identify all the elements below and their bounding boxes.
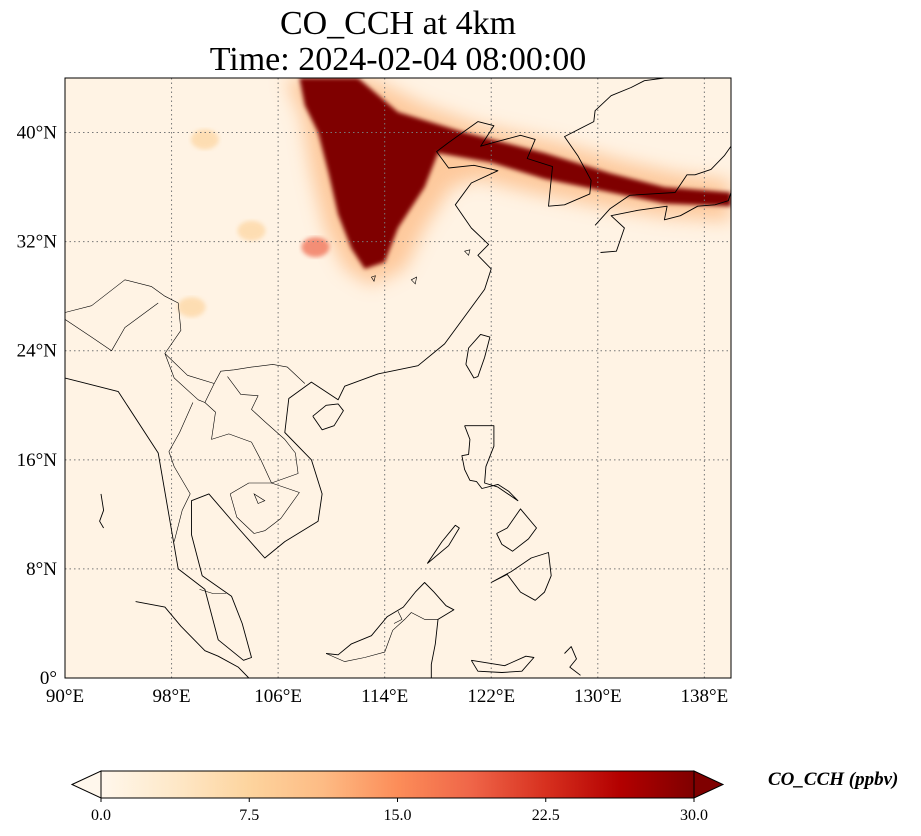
lat-tick-label: 0°	[40, 668, 57, 689]
plume-core	[299, 78, 731, 269]
country-border	[325, 612, 438, 662]
colorbar-tick-label: 30.0	[680, 807, 708, 824]
country-border	[164, 353, 215, 403]
coastline-sulawesi	[470, 655, 535, 673]
coastline-andaman	[99, 493, 105, 529]
lake-outline	[253, 493, 266, 504]
plume-patch	[301, 237, 330, 258]
country-border	[168, 402, 194, 452]
coastline-mindanao	[490, 552, 552, 601]
colorbar-tick-label: 15.0	[384, 807, 412, 824]
map-title: CO_CCH at 4km	[279, 5, 517, 42]
coastline-palawan	[426, 524, 460, 564]
lake-outline	[410, 276, 418, 285]
lat-tick-label: 16°N	[17, 450, 58, 471]
coastline-borneo	[326, 582, 455, 678]
latitude-tick-labels: 0° 8°N 16°N 24°N 32°N 40°N	[17, 123, 58, 689]
coastline-japan-west	[594, 145, 731, 226]
lake-outline	[370, 275, 376, 282]
lat-tick-label: 32°N	[17, 232, 58, 253]
country-border	[168, 451, 191, 542]
lon-tick-label: 130°E	[574, 686, 622, 707]
country-border	[204, 376, 299, 484]
gridlines	[65, 78, 731, 678]
coastline-luzon	[461, 425, 519, 502]
lat-tick-label: 24°N	[17, 341, 58, 362]
country-border	[199, 589, 227, 594]
coastline-taiwan	[465, 333, 491, 379]
country-border	[65, 279, 306, 384]
lon-tick-label: 106°E	[254, 686, 302, 707]
lon-tick-label: 98°E	[152, 686, 190, 707]
coastline-japan	[600, 192, 731, 253]
lon-tick-label: 138°E	[681, 686, 729, 707]
co-plume	[177, 78, 731, 318]
colorbar-label: CO_CCH (ppbv)	[768, 769, 899, 790]
colorbar-tick-label: 0.0	[91, 807, 111, 824]
colorbar-tick-label: 7.5	[239, 807, 259, 824]
map-area	[65, 78, 731, 678]
coastline-sumatra-tip	[135, 601, 250, 678]
colorbar-extend-high	[693, 770, 725, 799]
coastline-hainan	[312, 403, 344, 431]
country-border	[65, 302, 159, 352]
map-frame	[64, 77, 732, 679]
lake-outline	[464, 249, 471, 256]
colorbar-extend-low	[70, 770, 102, 799]
lat-tick-label: 40°N	[17, 123, 58, 144]
lon-tick-label: 114°E	[361, 686, 408, 707]
plume-patch	[237, 220, 266, 241]
coastline-visayas	[496, 508, 537, 552]
colorbar-tick-label: 22.5	[532, 807, 560, 824]
plume-patch	[177, 297, 206, 318]
plume-patch	[190, 129, 219, 150]
coastlines-and-borders	[65, 78, 731, 678]
country-border	[393, 611, 403, 624]
map-subtitle: Time: 2024-02-04 08:00:00	[209, 41, 587, 78]
country-border	[229, 482, 300, 534]
coastline-halmahera	[564, 646, 581, 676]
lat-tick-label: 8°N	[26, 559, 57, 580]
colorbar: 0.0 7.5 15.0 22.5 30.0	[70, 770, 725, 824]
lon-tick-label: 90°E	[46, 686, 84, 707]
lon-tick-label: 122°E	[467, 686, 515, 707]
coastline-china-korea	[65, 78, 665, 661]
colorbar-gradient	[100, 770, 695, 799]
longitude-tick-labels: 90°E 98°E 106°E 114°E 122°E 130°E 138°E	[46, 686, 728, 707]
